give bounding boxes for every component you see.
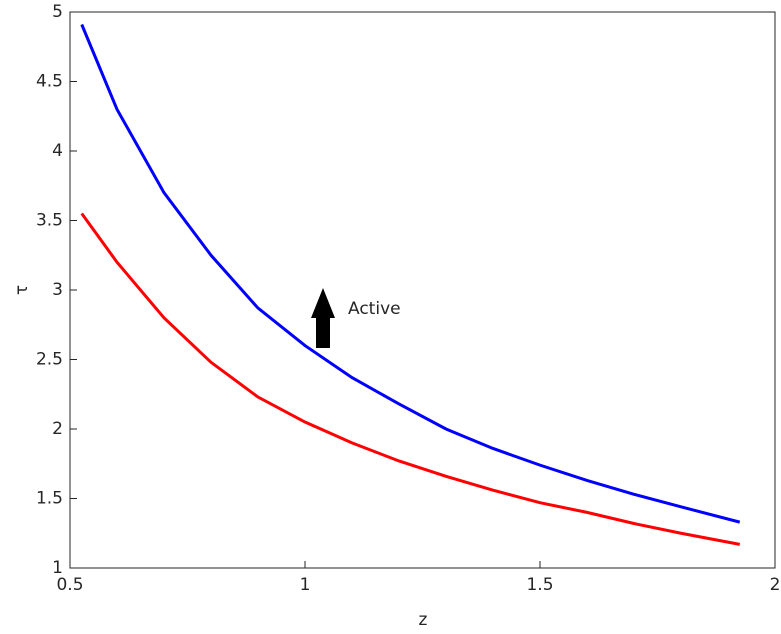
- y-tick-label: 5: [52, 2, 63, 22]
- y-tick-label: 4.5: [36, 72, 63, 92]
- y-tick-label: 4: [52, 141, 63, 161]
- y-tick-label: 1.5: [36, 489, 63, 509]
- x-tick-label: 0.5: [56, 575, 83, 595]
- y-tick-label: 3.5: [36, 211, 63, 231]
- y-axis-label: τ: [12, 285, 32, 295]
- y-tick-label: 3: [52, 280, 63, 300]
- x-tick-label: 1: [300, 575, 311, 595]
- arrow: [311, 288, 335, 348]
- line: [80, 23, 741, 524]
- y-tick-label: 1: [52, 558, 63, 578]
- x-axis-label: z: [419, 610, 428, 630]
- annotation: Active: [348, 299, 401, 319]
- line: [80, 212, 741, 546]
- plot-frame: [69, 11, 776, 569]
- x-tick-label: 1.5: [526, 575, 553, 595]
- y-tick-label: 2.5: [36, 350, 63, 370]
- y-tick-label: 2: [52, 419, 63, 439]
- x-tick-label: 2: [770, 575, 781, 595]
